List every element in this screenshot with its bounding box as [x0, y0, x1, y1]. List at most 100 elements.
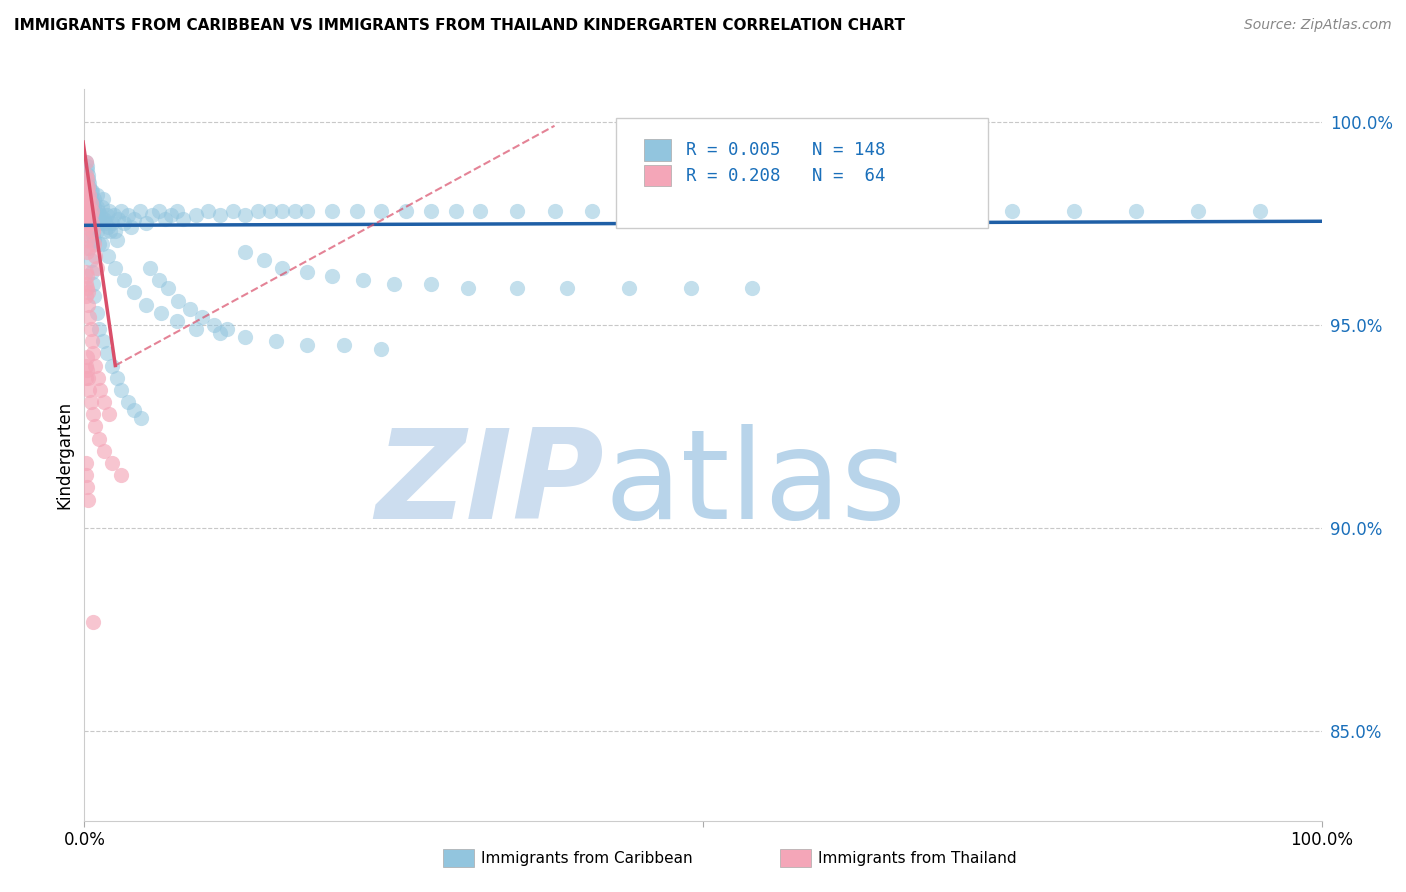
Point — [617, 281, 640, 295]
Point — [83, 236, 105, 251]
Point — [76, 171, 98, 186]
Point — [179, 301, 201, 316]
Point — [89, 216, 111, 230]
Point — [120, 220, 142, 235]
Point — [75, 370, 97, 384]
Point — [87, 370, 110, 384]
Point — [346, 204, 368, 219]
Point — [82, 224, 104, 238]
Point — [321, 269, 343, 284]
Point — [77, 228, 100, 243]
Point — [253, 252, 276, 267]
Point — [77, 196, 100, 211]
Point — [172, 212, 194, 227]
Point — [83, 200, 105, 214]
Point — [110, 383, 132, 397]
Point — [543, 204, 565, 219]
Point — [284, 204, 307, 219]
Point — [157, 281, 180, 295]
Point — [75, 216, 97, 230]
Text: Source: ZipAtlas.com: Source: ZipAtlas.com — [1244, 18, 1392, 32]
Point — [295, 265, 318, 279]
Point — [80, 192, 103, 206]
Point — [89, 212, 111, 227]
Point — [75, 179, 97, 194]
Point — [75, 228, 97, 243]
Point — [77, 192, 100, 206]
Point — [100, 359, 122, 373]
Point — [100, 456, 122, 470]
Point — [96, 346, 118, 360]
Text: ZIP: ZIP — [375, 424, 605, 545]
Point — [80, 184, 103, 198]
Point — [135, 297, 157, 311]
Point — [117, 208, 139, 222]
Point — [76, 351, 98, 365]
Point — [233, 330, 256, 344]
Point — [370, 343, 392, 357]
Point — [246, 204, 269, 219]
Point — [75, 359, 97, 373]
Text: atlas: atlas — [605, 424, 905, 545]
Point — [457, 281, 479, 295]
Point — [395, 204, 418, 219]
Point — [1187, 204, 1209, 219]
Point — [79, 196, 101, 211]
Point — [271, 260, 294, 275]
Point — [76, 184, 98, 198]
Point — [93, 212, 115, 227]
Point — [76, 281, 98, 295]
Point — [233, 208, 256, 222]
Point — [79, 200, 101, 214]
Point — [79, 176, 101, 190]
Point — [191, 310, 214, 324]
Text: Immigrants from Caribbean: Immigrants from Caribbean — [481, 851, 693, 865]
Point — [75, 204, 97, 219]
Point — [94, 216, 117, 230]
Point — [83, 192, 105, 206]
Point — [100, 216, 122, 230]
Point — [80, 204, 103, 219]
Point — [75, 155, 97, 169]
Point — [86, 200, 108, 214]
Point — [419, 204, 441, 219]
Point — [82, 196, 104, 211]
Point — [93, 395, 115, 409]
Point — [75, 468, 97, 483]
Point — [104, 260, 127, 275]
Point — [83, 233, 105, 247]
Point — [153, 212, 176, 227]
Point — [77, 168, 100, 182]
Point — [444, 204, 467, 219]
Point — [184, 208, 207, 222]
Point — [122, 212, 145, 227]
Point — [939, 204, 962, 219]
Point — [76, 362, 98, 376]
Point — [75, 265, 97, 279]
Point — [112, 216, 135, 230]
Point — [97, 220, 120, 235]
Point — [233, 244, 256, 259]
Point — [139, 260, 162, 275]
Point — [89, 383, 111, 397]
Point — [79, 322, 101, 336]
Point — [75, 155, 97, 169]
Point — [215, 322, 238, 336]
Point — [79, 212, 101, 227]
Point — [91, 334, 114, 348]
Point — [122, 403, 145, 417]
Point — [692, 204, 714, 219]
Y-axis label: Kindergarten: Kindergarten — [55, 401, 73, 509]
Point — [93, 443, 115, 458]
Point — [129, 411, 152, 425]
Point — [86, 260, 108, 275]
Point — [197, 204, 219, 219]
Point — [77, 204, 100, 219]
Point — [76, 233, 98, 247]
Point — [89, 432, 111, 446]
Point — [117, 395, 139, 409]
Point — [90, 200, 112, 214]
Point — [135, 216, 157, 230]
FancyBboxPatch shape — [644, 164, 671, 186]
Point — [209, 326, 232, 340]
